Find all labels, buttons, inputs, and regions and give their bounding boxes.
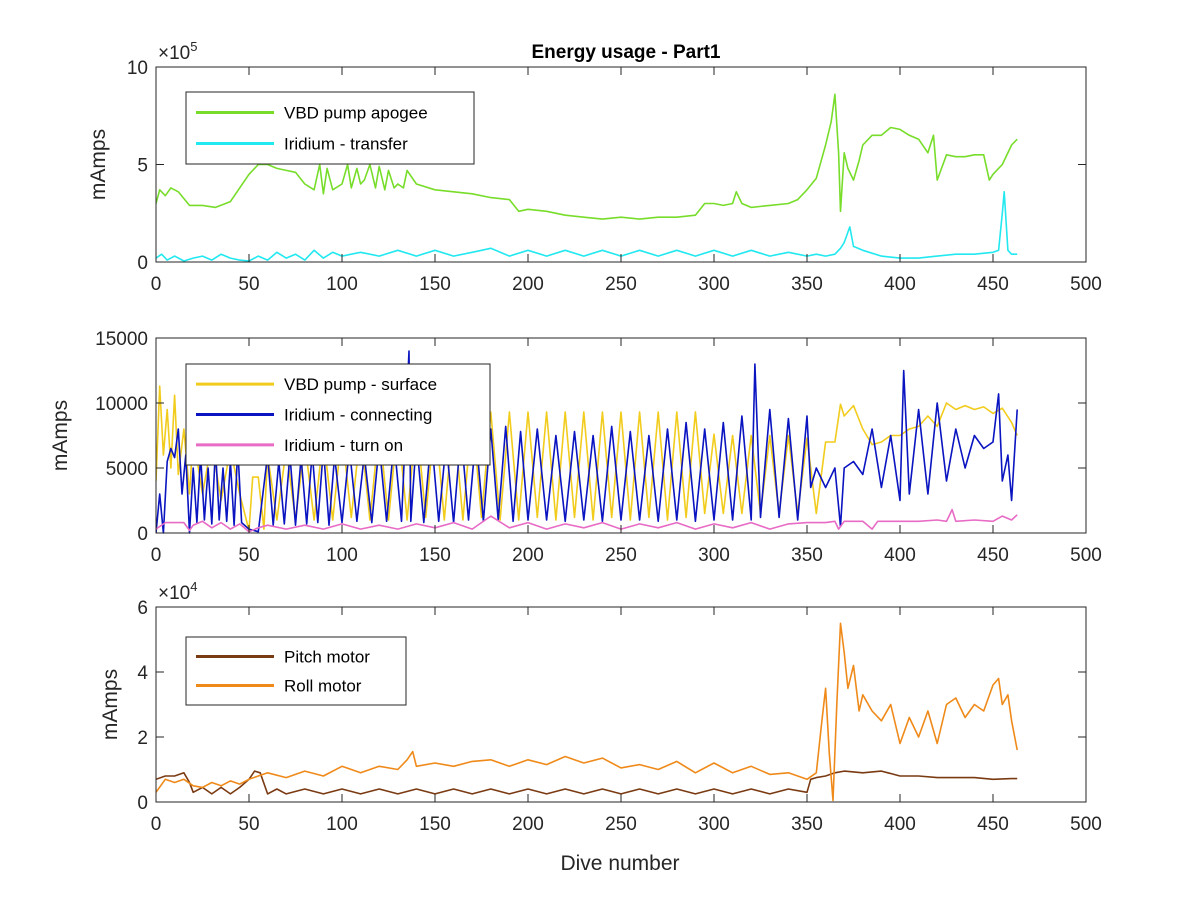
series-line-vbd-pump-surface [156, 385, 1018, 532]
x-tick-label: 450 [977, 274, 1009, 295]
y-tick-label: 0 [137, 524, 148, 545]
x-tick-label: 400 [884, 274, 916, 295]
series-line-vbd-pump-apogee [156, 93, 1018, 220]
legend: VBD pump apogee Iridium - transfer [185, 91, 475, 165]
legend-box [185, 91, 475, 165]
y-exponent-label: ×104 [158, 579, 197, 604]
x-tick-label: 150 [419, 545, 451, 566]
x-tick-label: 100 [326, 545, 358, 566]
legend-entry: Iridium - turn on [284, 436, 403, 455]
x-tick-label: 200 [512, 545, 544, 566]
series-lines [156, 622, 1018, 802]
series-line-iridium-turn-on [156, 508, 1018, 533]
legend-entry: Pitch motor [284, 648, 370, 667]
y-exponent-label: ×105 [158, 39, 197, 64]
series-line-roll-motor [156, 622, 1018, 802]
x-tick-label: 450 [977, 814, 1009, 835]
y-axis-label: mAmps [99, 669, 122, 740]
y-tick-label: 5000 [106, 459, 148, 480]
y-tick-label: 0 [137, 793, 148, 814]
x-tick-label: 150 [419, 274, 451, 295]
x-tick-label: 200 [512, 814, 544, 835]
x-tick-label: 50 [238, 274, 259, 295]
x-tick-label: 100 [326, 814, 358, 835]
x-axis-label: Dive number [560, 852, 679, 875]
legend-entry: VBD pump - surface [284, 375, 437, 394]
x-tick-label: 0 [151, 274, 162, 295]
y-tick-label: 10000 [95, 394, 148, 415]
x-tick-label: 350 [791, 274, 823, 295]
x-tick-label: 300 [698, 814, 730, 835]
y-tick-label: 0 [137, 253, 148, 274]
x-tick-label: 50 [238, 814, 259, 835]
y-tick-label: 4 [137, 663, 148, 684]
x-tick-label: 500 [1070, 545, 1102, 566]
series-lines [156, 93, 1018, 262]
series-line-pitch-motor [156, 770, 1018, 795]
legend-entry: VBD pump apogee [284, 104, 428, 123]
x-tick-label: 150 [419, 814, 451, 835]
x-tick-label: 500 [1070, 274, 1102, 295]
series-line-iridium-connecting [156, 350, 1018, 534]
subplot-3: 0 50 100 150 200 250 300 350 400 450 500 0 2 4 6 ×104 mA… [99, 579, 1102, 835]
x-tick-label: 300 [698, 274, 730, 295]
y-tick-label: 15000 [95, 329, 148, 350]
series-lines [156, 350, 1018, 534]
x-tick-label: 0 [151, 814, 162, 835]
x-tick-label: 500 [1070, 814, 1102, 835]
y-tick-label: 2 [137, 728, 148, 749]
y-tick-label: 6 [137, 598, 148, 619]
subplot-2: 0 50 100 150 200 250 300 350 400 450 5000500010000… [49, 329, 1102, 566]
legend-box [185, 636, 407, 706]
x-tick-label: 250 [605, 814, 637, 835]
x-tick-label: 200 [512, 274, 544, 295]
x-tick-label: 50 [238, 545, 259, 566]
legend-entry: Roll motor [284, 677, 362, 696]
y-axis-label: mAmps [49, 400, 72, 471]
x-tick-label: 400 [884, 814, 916, 835]
subplot-1: 0 50 100 150 200 250 300 350 400 450 500 0 5 10 ×105 mA… [87, 39, 1102, 295]
legend: Pitch motor Roll motor [185, 636, 407, 706]
x-tick-label: 100 [326, 274, 358, 295]
y-axis-label: mAmps [87, 129, 110, 200]
series-line-iridium-transfer [156, 191, 1018, 262]
x-tick-label: 450 [977, 545, 1009, 566]
legend-entry: Iridium - connecting [284, 406, 432, 425]
chart-title: Energy usage - Part1 [531, 42, 720, 63]
legend-entry: Iridium - transfer [284, 135, 408, 154]
y-tick-label: 10 [127, 58, 148, 79]
x-tick-label: 400 [884, 545, 916, 566]
x-tick-label: 300 [698, 545, 730, 566]
x-tick-label: 0 [151, 545, 162, 566]
x-tick-label: 350 [791, 814, 823, 835]
x-tick-label: 250 [605, 545, 637, 566]
y-tick-label: 5 [137, 156, 148, 177]
x-tick-label: 350 [791, 545, 823, 566]
legend: VBD pump - surface Iridium - connecting Ir… [185, 363, 491, 466]
x-tick-label: 250 [605, 274, 637, 295]
